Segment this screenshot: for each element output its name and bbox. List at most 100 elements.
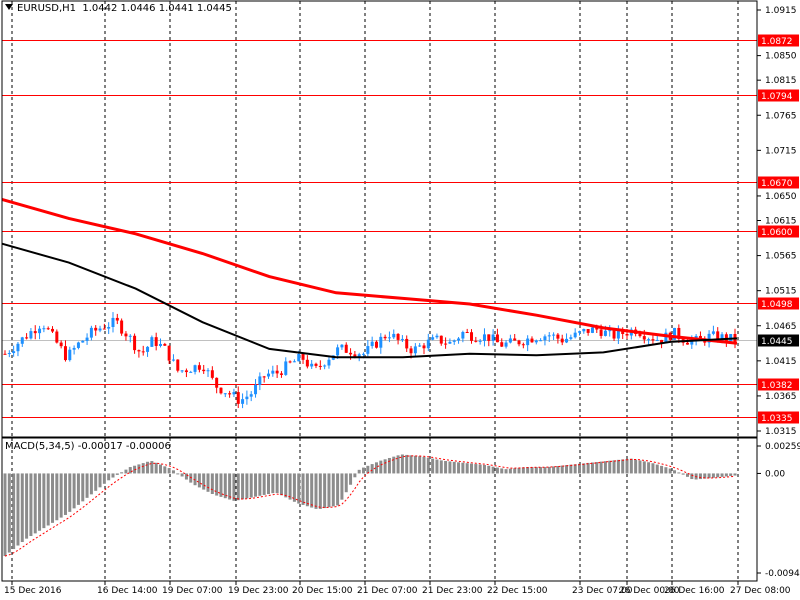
candle-body <box>3 353 7 355</box>
macd-bar <box>210 473 214 494</box>
macd-bar <box>63 473 67 515</box>
candle-body <box>323 365 327 367</box>
candle <box>279 371 283 378</box>
current-price-tag <box>758 334 799 347</box>
candle <box>711 325 715 336</box>
candle-body <box>526 338 530 346</box>
candle <box>25 333 29 340</box>
candle-body <box>513 338 517 341</box>
ma-line <box>1 197 738 345</box>
candle <box>586 329 590 336</box>
candle-body <box>241 399 245 404</box>
candle <box>150 335 154 348</box>
macd-bar <box>344 473 348 493</box>
macd-bar <box>314 473 318 509</box>
candle <box>426 333 430 352</box>
candle-body <box>141 351 145 353</box>
candle <box>565 333 569 344</box>
chart-frame <box>1 0 758 582</box>
macd-bar <box>573 464 577 474</box>
candle-body <box>279 373 283 375</box>
candle-body <box>51 328 55 332</box>
candle-body <box>362 353 366 355</box>
candle-body <box>254 384 258 395</box>
candle-body <box>228 393 232 395</box>
macd-bar <box>266 473 270 495</box>
macd-bar <box>638 460 642 474</box>
candle-body <box>288 361 292 363</box>
candle-body <box>599 329 603 336</box>
candle <box>569 334 573 341</box>
candle <box>133 333 137 354</box>
candle-body <box>124 333 128 337</box>
macd-bar <box>137 464 141 474</box>
x-tick-label: 27 Dec 08:00 <box>730 586 791 596</box>
x-tick-label: 23 Dec 07:00 <box>572 586 633 596</box>
candle-body <box>444 343 448 345</box>
x-tick-label: 21 Dec 23:00 <box>422 586 483 596</box>
macd-bar <box>102 473 106 484</box>
macd-bar <box>724 473 728 477</box>
candle <box>698 331 702 339</box>
macd-bar <box>586 462 590 474</box>
candle-body <box>418 345 422 347</box>
candle <box>418 343 422 347</box>
candle <box>249 391 253 402</box>
candle-body <box>482 334 486 341</box>
candle-body <box>707 333 711 343</box>
macd-bar <box>370 464 374 474</box>
candle-body <box>85 337 89 341</box>
macd-bar <box>461 462 465 474</box>
candle <box>582 328 586 334</box>
macd-bar <box>729 473 733 476</box>
macd-bar <box>141 463 145 474</box>
candle <box>258 372 262 391</box>
candle <box>608 325 612 337</box>
macd-bar <box>159 464 163 474</box>
candle-body <box>167 345 171 361</box>
dropdown-arrow-icon[interactable] <box>5 4 13 10</box>
candle <box>530 336 534 343</box>
candle-body <box>370 341 374 347</box>
candle-body <box>120 320 124 334</box>
macd-bar <box>353 473 357 478</box>
macd-bar <box>193 473 197 486</box>
candle-body <box>262 376 266 378</box>
candle-body <box>271 370 275 374</box>
level-label: 1.0872 <box>761 37 793 47</box>
candle <box>206 368 210 377</box>
macd-bar <box>629 458 633 474</box>
macd-bar <box>500 468 504 474</box>
candle-body <box>625 334 629 336</box>
macd-bar <box>431 458 435 474</box>
candle <box>577 330 581 336</box>
candle <box>232 388 236 398</box>
candle <box>413 343 417 357</box>
candle <box>405 335 409 352</box>
candle <box>310 360 314 369</box>
macd-bar <box>582 463 586 474</box>
candle <box>340 344 344 350</box>
candle-body <box>46 328 50 330</box>
candle-body <box>344 344 348 353</box>
macd-bar <box>215 473 219 496</box>
candle-body <box>612 330 616 339</box>
candle <box>301 352 305 364</box>
macd-bar <box>228 473 232 500</box>
candle <box>370 336 374 349</box>
macd-bar <box>539 467 543 474</box>
macd-bar <box>284 473 288 498</box>
candle <box>534 339 538 345</box>
candle <box>392 329 396 340</box>
macd-bar <box>180 473 184 477</box>
candle-body <box>210 370 214 378</box>
candle <box>508 334 512 344</box>
candle <box>318 360 322 370</box>
candle <box>327 357 331 369</box>
candle <box>59 340 63 349</box>
y-tick-label: 1.0850 <box>765 52 797 62</box>
candle-body <box>72 347 76 350</box>
candle <box>38 325 42 340</box>
candle <box>81 340 85 343</box>
